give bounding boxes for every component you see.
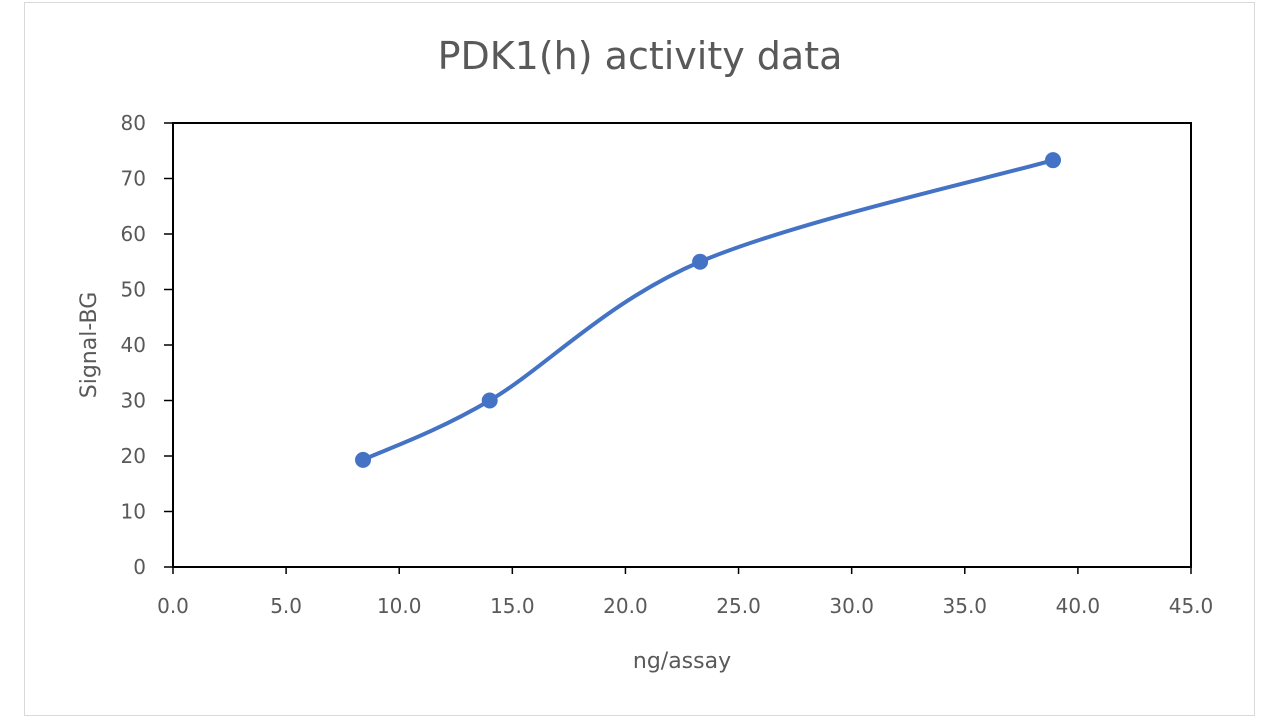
data-series: [355, 152, 1062, 468]
y-tick-label: 50: [121, 278, 146, 302]
plot-border: [172, 122, 1192, 568]
x-axis-title: ng/assay: [633, 649, 731, 674]
x-tick-label: 5.0: [270, 594, 302, 618]
x-tick-label: 35.0: [943, 594, 988, 618]
data-point-marker: [1045, 152, 1062, 169]
x-tick-label: 10.0: [377, 594, 422, 618]
x-tick-label: 0.0: [157, 594, 189, 618]
y-tick-label: 30: [121, 389, 146, 413]
chart-title: PDK1(h) activity data: [437, 34, 843, 78]
x-tick-label: 15.0: [490, 594, 535, 618]
y-axis-title: Signal-BG: [77, 292, 102, 399]
data-point-marker: [355, 451, 372, 468]
y-tick-label: 0: [133, 555, 146, 579]
y-tick-label: 40: [121, 333, 146, 357]
plot-area: [172, 122, 1192, 568]
y-axis: 0 10 20 30 40 50 60 70 80: [121, 111, 173, 579]
x-axis: 0.0 5.0 10.0 15.0 20.0 25.0 30.0 35.0 40.0 45.0: [157, 567, 1213, 618]
x-tick-label: 20.0: [603, 594, 648, 618]
x-tick-label: 45.0: [1169, 594, 1214, 618]
y-tick-label: 10: [121, 500, 146, 524]
data-point-marker: [481, 392, 498, 409]
x-tick-label: 30.0: [829, 594, 874, 618]
x-tick-label: 25.0: [716, 594, 761, 618]
x-tick-label: 40.0: [1056, 594, 1101, 618]
y-tick-label: 80: [121, 111, 146, 135]
chart-frame: [24, 2, 1255, 716]
y-tick-label: 70: [121, 167, 146, 191]
series-line: [361, 158, 1055, 462]
data-point-marker: [692, 253, 709, 270]
y-tick-label: 20: [121, 444, 146, 468]
y-tick-label: 60: [121, 222, 146, 246]
